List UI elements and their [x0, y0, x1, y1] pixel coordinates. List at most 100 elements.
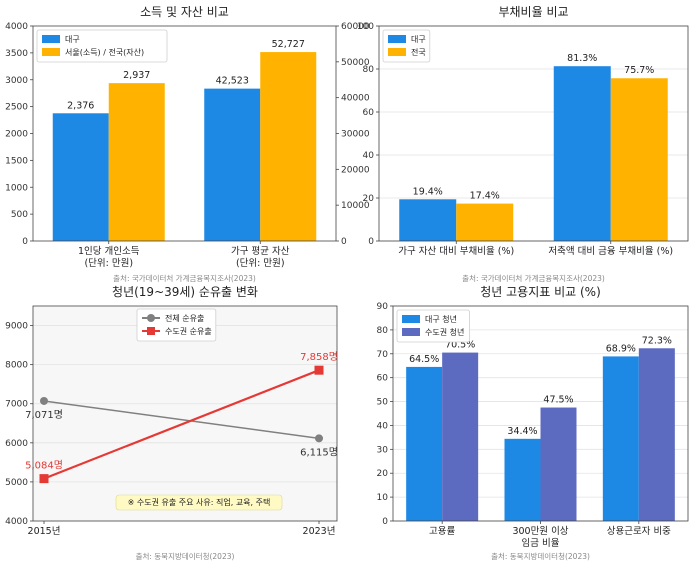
data-label: 7,071명 [25, 409, 63, 421]
y-tick-label: 20 [377, 469, 389, 479]
y-tick-label: 90 [377, 302, 389, 312]
x-tick-label: 가구 자산 대비 부채비율 (%) [398, 246, 514, 257]
annotation-box [115, 494, 283, 511]
legend-label: 대구 청년 [425, 314, 457, 324]
y-tick-label: 2000 [5, 130, 28, 140]
data-point [314, 365, 324, 375]
bar [602, 356, 639, 521]
legend-label: 전체 순유출 [165, 313, 204, 323]
chart-title: 청년 고용지표 비교 (%) [480, 285, 601, 299]
y-tick-label: 80 [377, 326, 389, 336]
y-tick-label: 80 [363, 65, 375, 75]
legend-box [36, 29, 168, 63]
y-tick-label: 4000 [5, 22, 28, 32]
legend-swatch [388, 48, 406, 56]
y-tick-label: 500 [11, 210, 28, 220]
bar-value-label: 70.5% [445, 340, 475, 351]
legend-swatch [42, 35, 60, 43]
bar-value-label: 2,937 [123, 70, 150, 81]
legend-swatch [402, 315, 420, 323]
chart-youth-employment: 청년 고용지표 비교 (%) 0 10 20 30 40 50 60 70 80 90 64.5% 70… [377, 285, 689, 561]
legend-label: 수도권 순유출 [165, 326, 212, 336]
y2-tick-label: 60000 [341, 22, 370, 32]
y-tick-label: 0 [382, 517, 388, 527]
chart-income-assets: 소득 및 자산 비교 0 500 1000 1500 2000 2500 3000 3500 40… [5, 5, 370, 283]
chart-title: 부채비율 비교 [498, 5, 568, 19]
plot-frame [32, 25, 337, 242]
y-tick-label: 40 [363, 151, 375, 161]
y2-tick-label: 40000 [341, 94, 370, 104]
bar [260, 52, 317, 241]
bar-value-label: 75.7% [624, 65, 654, 76]
bar [399, 199, 457, 241]
y-tick-label: 1500 [5, 156, 28, 166]
y-tick-label: 5000 [5, 478, 28, 488]
data-label: 7,858명 [300, 351, 338, 363]
legend-swatch [388, 35, 406, 43]
bar [638, 348, 675, 521]
source-note: 출처: 동북지방데이터청(2023) [491, 551, 590, 561]
bar-value-label: 34.4% [507, 426, 537, 437]
chart-title: 청년(19~39세) 순유출 변화 [112, 285, 258, 299]
bar-value-label: 2,376 [67, 100, 94, 111]
bar [610, 78, 668, 242]
y-tick-label: 50 [377, 398, 389, 408]
bar-value-label: 47.5% [543, 395, 573, 406]
plot-frame [378, 25, 689, 242]
y-tick-label: 2500 [5, 103, 28, 113]
x-tick-label: 1인당 개인소득 (단위: 만원) [78, 246, 140, 269]
legend-marker [147, 327, 155, 335]
chart-debt-ratio: 부채비율 비교 0 20 40 60 80 100 19.4% 17.4% 가구 자산 대비 부채… [357, 5, 689, 283]
y-tick-label: 60 [363, 108, 375, 118]
legend-label: 서울(소득) / 전국(자산) [65, 47, 144, 57]
plot-frame [32, 305, 338, 522]
bar [456, 203, 514, 241]
y-tick-label: 70 [377, 350, 389, 360]
y-tick-label: 3500 [5, 49, 28, 59]
bar-value-label: 81.3% [567, 53, 597, 64]
y-tick-label: 3000 [5, 76, 28, 86]
y2-tick-label: 50000 [341, 58, 370, 68]
data-point [40, 396, 48, 405]
data-label: 6,115명 [300, 446, 338, 458]
legend-marker [147, 314, 155, 322]
y-tick-label: 7000 [5, 400, 28, 410]
bar-value-label: 52,727 [272, 39, 305, 50]
chart-youth-outflow: 청년(19~39세) 순유출 변화 4000 5000 6000 7000 8000 900… [5, 285, 338, 561]
x-tick-label: 저축액 대비 금융 부채비율 (%) [548, 245, 673, 257]
series-line [43, 369, 320, 480]
plot-background [33, 306, 337, 521]
legend-label: 대구 [65, 35, 80, 44]
legend-label: 수도권 청년 [425, 327, 464, 337]
bar [204, 88, 261, 241]
y-tick-label: 10 [377, 493, 389, 503]
data-point [315, 434, 323, 443]
y-tick-label: 0 [368, 237, 374, 247]
bar [52, 113, 109, 241]
bar [553, 66, 611, 241]
y-tick-label: 0 [22, 237, 28, 247]
x-tick-label: 상용근로자 비중 [607, 526, 671, 537]
y2-tick-label: 10000 [341, 201, 370, 211]
bar-value-label: 64.5% [409, 354, 439, 365]
y-tick-label: 9000 [5, 322, 28, 332]
bar [504, 438, 541, 521]
y-tick-label: 30 [377, 445, 389, 455]
y-tick-label: 6000 [5, 439, 28, 449]
source-note: 출처: 국가데이터처 가계금융복지조사(2023) [462, 273, 605, 283]
y-tick-label: 40 [377, 421, 389, 431]
y-tick-label: 60 [377, 374, 389, 384]
y-tick-label: 4000 [5, 517, 28, 527]
x-tick-label: 가구 평균 자산 (단위: 만원) [231, 246, 290, 269]
bar [406, 366, 443, 521]
y2-tick-label: 20000 [341, 165, 370, 175]
y-tick-label: 20 [363, 194, 375, 204]
legend-label: 대구 [411, 35, 426, 44]
y-tick-label: 8000 [5, 361, 28, 371]
chart-title: 소득 및 자산 비교 [140, 5, 229, 19]
legend-swatch [42, 48, 60, 56]
legend-swatch [402, 328, 420, 336]
bar-value-label: 19.4% [413, 186, 443, 197]
bar-value-label: 42,523 [216, 76, 249, 87]
